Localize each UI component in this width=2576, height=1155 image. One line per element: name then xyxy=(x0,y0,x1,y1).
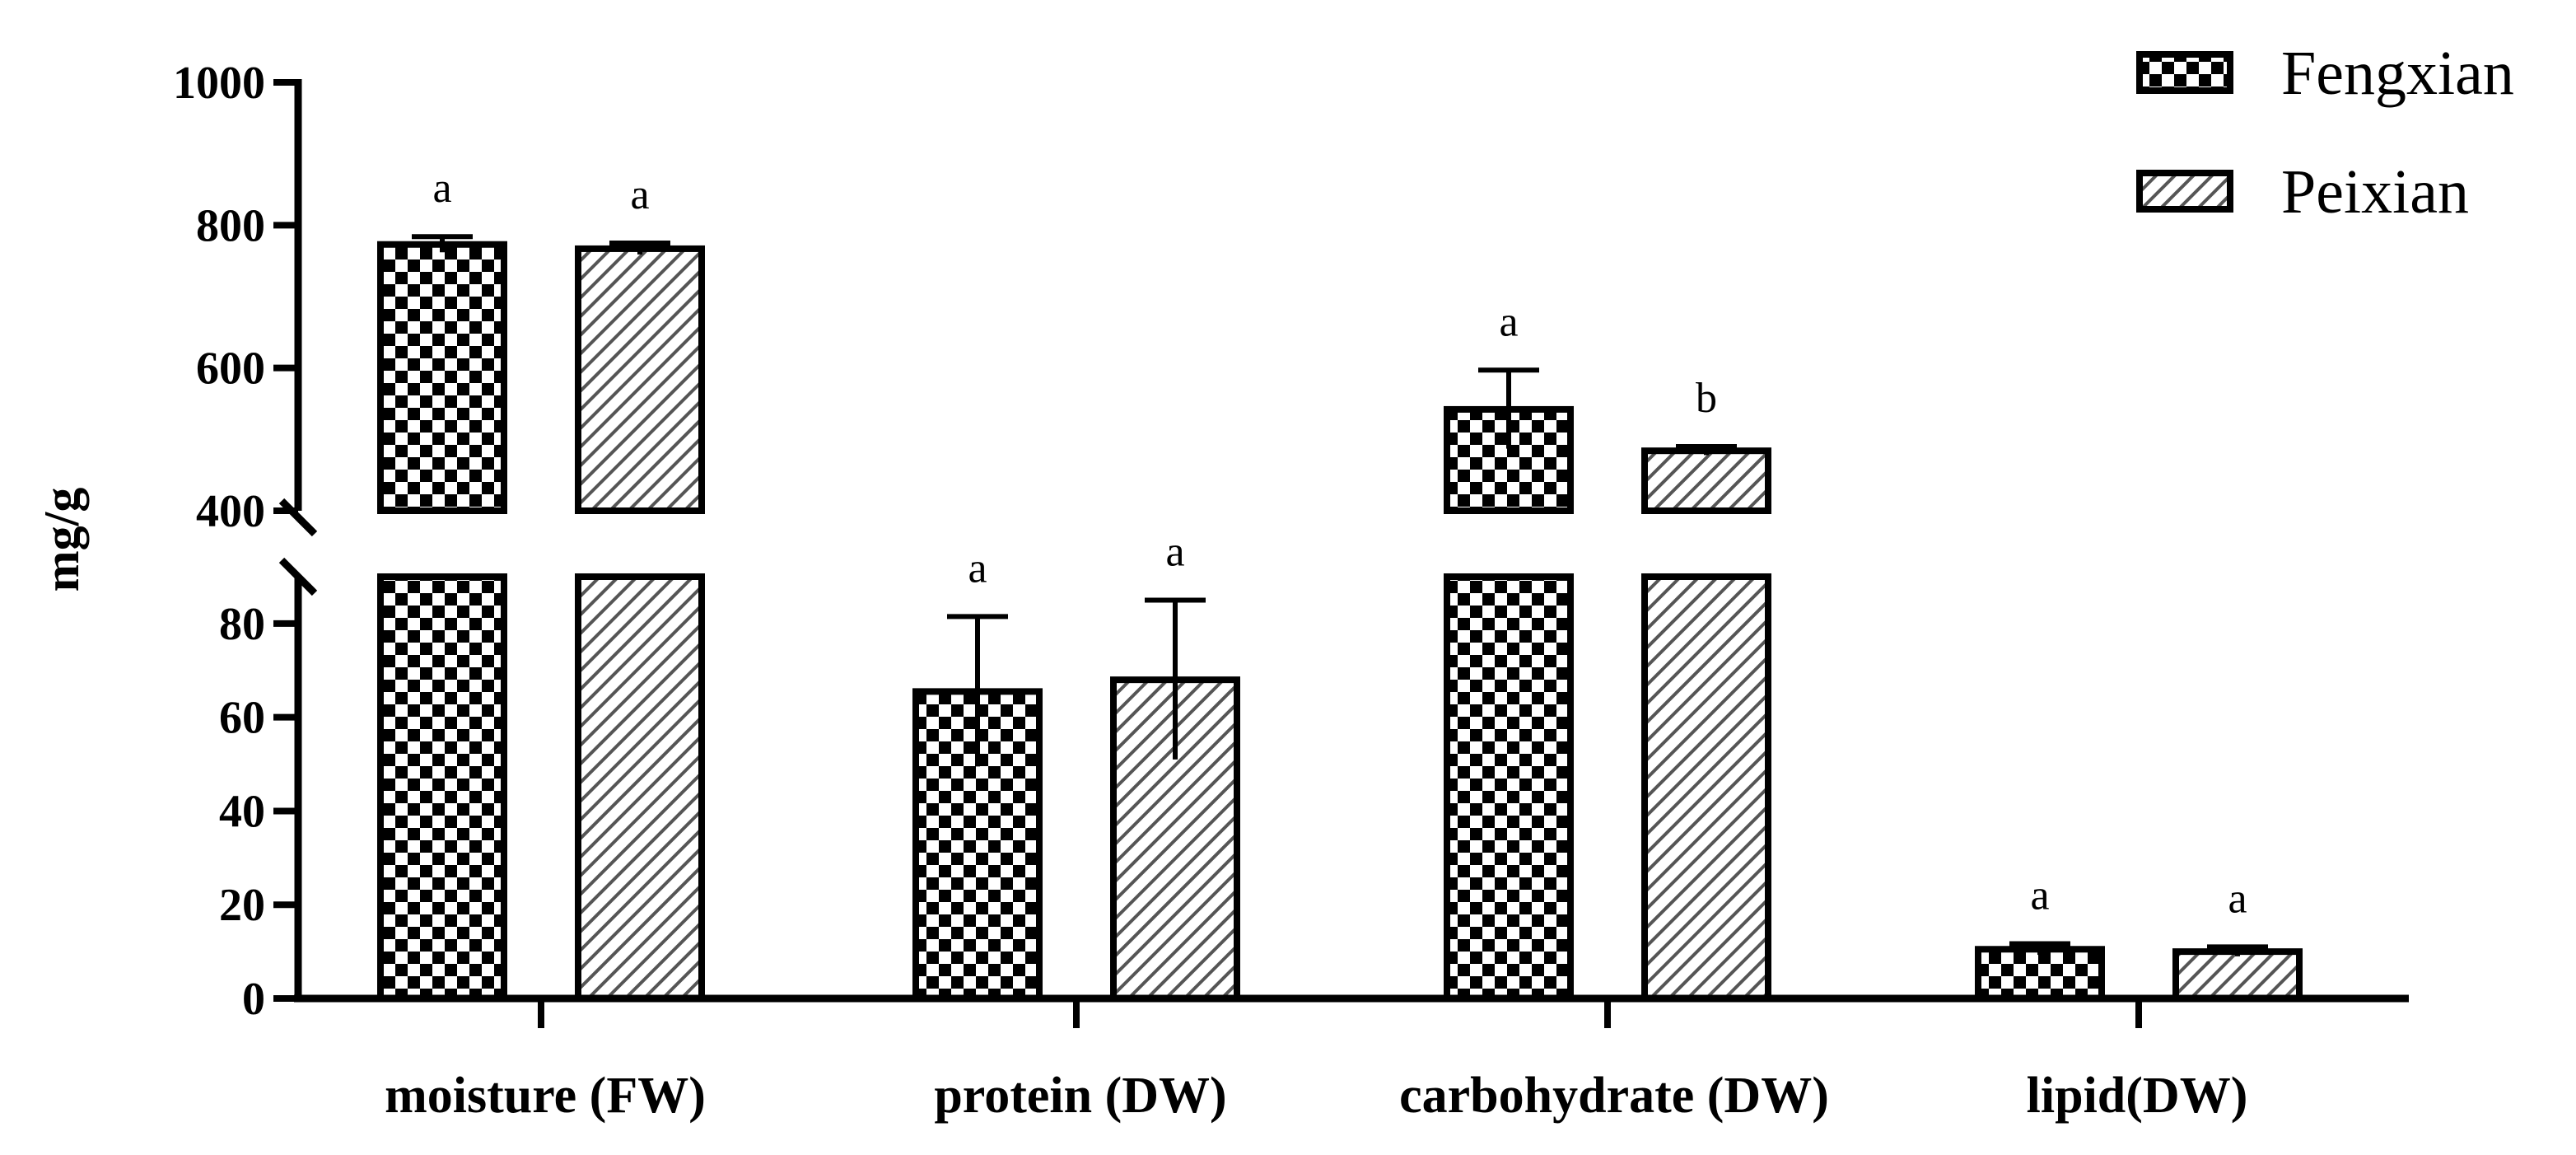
significance-label: a xyxy=(2228,875,2247,922)
labels-layer: a a a a a a b a xyxy=(432,165,2247,922)
bar-peixian-0-lower xyxy=(575,573,705,1002)
legend-label-peixian: Peixian xyxy=(2281,157,2469,227)
y-tick-label: 800 xyxy=(196,200,265,251)
bar-fengxian-3 xyxy=(1975,946,2105,1003)
bar-fengxian-2-lower xyxy=(1444,573,1574,1002)
y-tick-label: 80 xyxy=(219,599,265,650)
bar-peixian-0-upper xyxy=(575,245,705,514)
y-tick-label: 400 xyxy=(196,486,265,537)
x-category-label: lipid(DW) xyxy=(2027,1068,2248,1124)
bar-peixian-3 xyxy=(2172,948,2303,1002)
axis-break-mark xyxy=(278,557,318,596)
y-axis-title: mg/g xyxy=(35,488,89,592)
significance-label: a xyxy=(432,165,451,212)
x-category-label: carbohydrate (DW) xyxy=(1399,1068,1829,1124)
y-tick-label: 60 xyxy=(219,693,265,744)
y-tick-label: 600 xyxy=(196,344,265,395)
legend-label-fengxian: Fengxian xyxy=(2281,39,2514,108)
significance-label: a xyxy=(630,171,649,218)
bars-layer xyxy=(377,241,2303,1003)
y-tick-label: 40 xyxy=(219,786,265,837)
x-category-label: moisture (FW) xyxy=(385,1068,706,1124)
y-tick-label: 1000 xyxy=(173,58,265,109)
bar-fengxian-0-lower xyxy=(377,573,507,1002)
significance-label: a xyxy=(968,545,987,592)
bar-fengxian-0-upper xyxy=(377,241,507,514)
legend-swatch-peixian xyxy=(2136,170,2233,213)
significance-label: a xyxy=(1499,298,1518,345)
error-bars-layer xyxy=(412,234,2268,956)
legend-swatch-fengxian xyxy=(2136,51,2233,94)
significance-label: a xyxy=(2030,872,2049,919)
axis-break-mark xyxy=(278,498,318,537)
axes-layer: 0 20 40 60 80 400 600 800 1000 moisture (FW) prote… xyxy=(35,58,2409,1124)
x-category-label: protein (DW) xyxy=(934,1068,1226,1124)
significance-label: b xyxy=(1696,375,1717,422)
y-tick-label: 20 xyxy=(219,880,265,931)
significance-label: a xyxy=(1165,528,1184,575)
bar-peixian-2-upper xyxy=(1641,447,1771,515)
legend: Fengxian Peixian xyxy=(2136,39,2514,227)
y-tick-label: 0 xyxy=(242,974,265,1025)
bar-peixian-2-lower xyxy=(1641,573,1771,1002)
